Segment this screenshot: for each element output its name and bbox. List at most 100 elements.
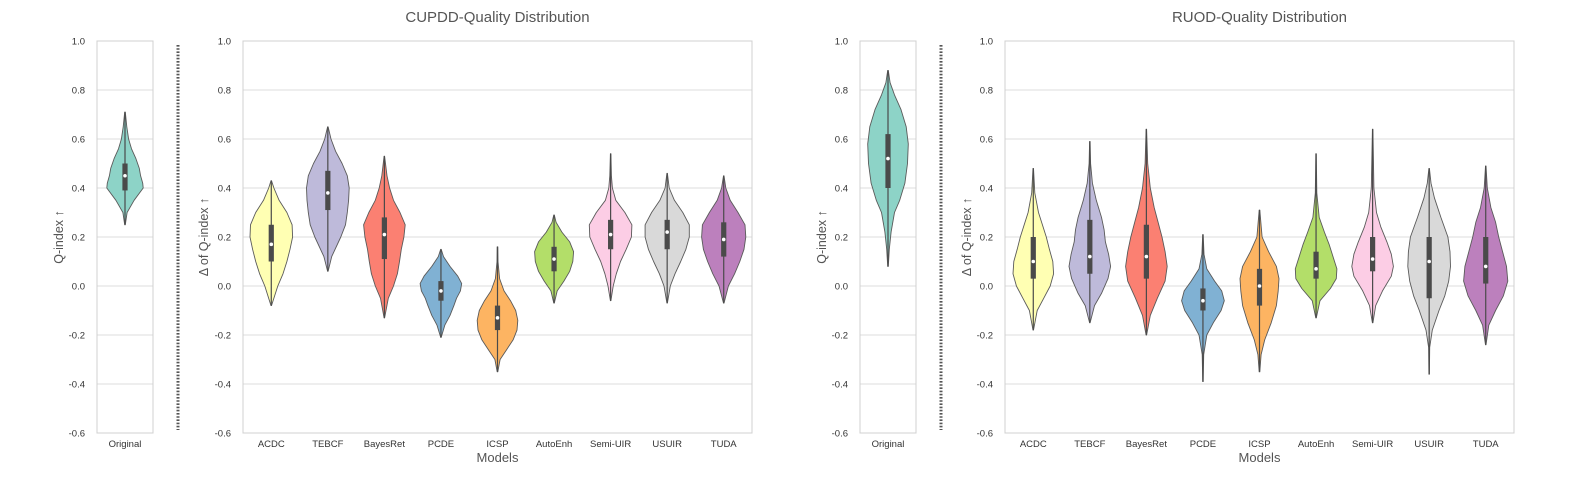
y-tick-label: -0.4 [832,380,848,391]
violin-usuir [1407,167,1451,375]
x-tick-label: USUIR [1414,439,1444,450]
y-tick-label: 1.0 [835,37,848,48]
x-tick-label: TUDA [1473,439,1500,450]
x-tick-label: TUDA [711,439,738,450]
x-tick-label: BayesRet [364,439,406,450]
violin-tuda [701,175,747,304]
y-tick-label: 0.8 [980,86,993,97]
y-tick-label: -0.6 [69,429,85,440]
violin-median [1427,259,1431,264]
y-tick-label: 0.4 [980,184,993,195]
violin-median [665,230,669,234]
chart-panel-2: 1.0 0.8 0.6 0.4 0.2 0.0 -0.2 -0.4 -0.6 ACDC TEBCF B… [197,9,753,465]
violin-median [1314,267,1318,271]
chart-panel-4: 1.0 0.8 0.6 0.4 0.2 0.0 -0.2 -0.4 -0.6 ACDC TEBCF B… [960,9,1515,465]
axes-frame [1004,40,1515,434]
chart-title: CUPDD-Quality Distribution [405,9,589,26]
x-tick-label: TEBCF [312,439,343,450]
y-axis-label: Δ of Q-index ↑ [197,198,211,277]
axes-frame [242,40,753,434]
violin-icsp [476,246,519,373]
violin-iqr-box [1030,237,1036,279]
x-tick-label: USUIR [652,439,682,450]
y-tick-label: 0.2 [72,233,85,244]
violin-median [1088,254,1092,259]
violin-iqr-box [1313,251,1319,279]
y-tick-label: -0.4 [215,380,231,391]
y-tick-label: 1.0 [218,37,231,48]
violin-iqr-box [1426,237,1432,299]
violin-usuir [644,172,690,304]
violin-median [608,232,613,237]
y-tick-label: 0.6 [980,135,993,146]
y-tick-label: 0.6 [72,135,85,146]
x-tick-label: PCDE [428,439,454,450]
violin-median [1144,254,1149,259]
violin-original [867,69,909,267]
y-tick-label: -0.2 [832,331,848,342]
y-tick-label: -0.4 [69,380,85,391]
x-tick-label: BayesRet [1126,439,1168,450]
x-tick-label: TEBCF [1074,439,1105,450]
y-axis-label: Q-index ↑ [52,210,66,264]
violin-median [269,242,274,247]
violin-iqr-box [664,219,670,250]
violin-median [382,232,387,237]
x-tick-label: AutoEnh [1298,439,1334,450]
violin-autoenh [1294,153,1338,319]
violin-median [1031,259,1036,264]
y-tick-label: 0.4 [218,184,231,195]
y-tick-label: 0.0 [835,282,848,293]
violin-median [495,316,500,320]
y-tick-label: -0.6 [215,429,231,440]
x-tick-label: Semi-UIR [590,439,631,450]
x-tick-label: ACDC [1020,439,1047,450]
violin-median [721,237,726,242]
x-tick-label: PCDE [1190,439,1216,450]
violin-autoenh [534,214,575,304]
violin-median [1370,257,1375,261]
violin-median [552,257,556,261]
y-tick-label: 1.0 [72,37,85,48]
x-axis-label: Models [1239,450,1281,465]
y-tick-label: -0.6 [832,429,848,440]
violin-pcde [1181,234,1225,383]
violin-bayesret [1125,128,1168,336]
violin-acdc [1012,167,1055,331]
axes-frame [859,40,917,434]
y-tick-label: 0.4 [835,184,848,195]
violin-pcde [419,248,463,338]
x-tick-label: AutoEnh [536,439,572,450]
violin-semi-uir [1351,128,1394,324]
y-tick-label: -0.2 [69,331,85,342]
y-tick-label: -0.6 [977,429,993,440]
x-tick-label: Semi-UIR [1352,439,1393,450]
y-tick-label: 0.8 [72,86,85,97]
violin-median [1483,264,1488,269]
violin-tuda [1463,165,1509,346]
chart-panel-3: 1.0 0.8 0.6 0.4 0.2 0.0 -0.2 -0.4 -0.6 Original Q-… [815,37,943,450]
violin-tebcf [306,126,350,272]
violin-tebcf [1068,141,1112,324]
x-tick-label: ICSP [1248,439,1270,450]
y-axis-label: Δ of Q-index ↑ [960,198,974,277]
x-tick-label: ACDC [258,439,285,450]
violin-median [1257,284,1262,288]
y-tick-label: 0.2 [835,233,848,244]
violin-iqr-box [1143,224,1149,279]
y-tick-label: -0.2 [977,331,993,342]
violin-median [326,191,330,195]
x-tick-label: ICSP [486,439,508,450]
y-tick-label: -0.2 [215,331,231,342]
violin-iqr-box [1370,237,1376,272]
y-tick-label: 0.6 [218,135,231,146]
violin-semi-uir [588,153,633,302]
violin-median [439,289,443,293]
axes-frame [96,40,154,434]
violin-acdc [249,180,294,307]
y-tick-label: 0.8 [218,86,231,97]
violin-bayesret [363,155,406,319]
violin-iqr-box [885,134,891,188]
y-tick-label: 0.0 [980,282,993,293]
x-axis-label: Models [477,450,519,465]
